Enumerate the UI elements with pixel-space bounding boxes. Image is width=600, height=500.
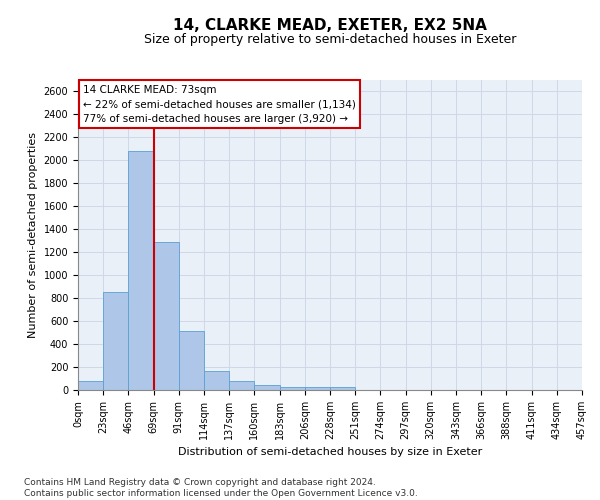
Bar: [280, 386, 305, 390]
Bar: [103, 292, 128, 390]
X-axis label: Distribution of semi-detached houses by size in Exeter: Distribution of semi-detached houses by …: [178, 448, 482, 458]
Bar: [154, 242, 179, 390]
Bar: [78, 382, 103, 390]
Text: Size of property relative to semi-detached houses in Exeter: Size of property relative to semi-detach…: [144, 32, 516, 46]
Bar: [330, 387, 355, 390]
Y-axis label: Number of semi-detached properties: Number of semi-detached properties: [28, 132, 38, 338]
Bar: [204, 371, 229, 390]
Text: 14 CLARKE MEAD: 73sqm
← 22% of semi-detached houses are smaller (1,134)
77% of s: 14 CLARKE MEAD: 73sqm ← 22% of semi-deta…: [83, 84, 356, 124]
Bar: [179, 332, 204, 390]
Bar: [254, 386, 280, 390]
Text: 14, CLARKE MEAD, EXETER, EX2 5NA: 14, CLARKE MEAD, EXETER, EX2 5NA: [173, 18, 487, 32]
Bar: [128, 151, 154, 390]
Text: Contains HM Land Registry data © Crown copyright and database right 2024.
Contai: Contains HM Land Registry data © Crown c…: [24, 478, 418, 498]
Bar: [229, 382, 254, 390]
Bar: [305, 387, 330, 390]
